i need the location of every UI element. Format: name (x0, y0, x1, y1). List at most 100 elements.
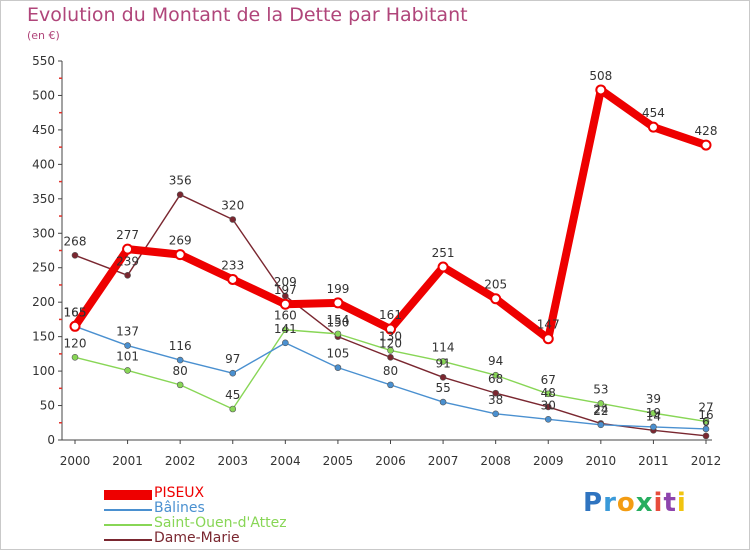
data-point-piseux (174, 249, 186, 261)
data-point-saint-ouen-d-attez (492, 371, 499, 379)
data-point-dame-marie (439, 373, 447, 381)
data-label-dame-marie: 150 (326, 316, 349, 330)
data-label-piseux: 233 (221, 258, 244, 272)
y-tick-label: 250 (32, 261, 55, 275)
data-label-dame-marie: 268 (64, 234, 87, 248)
data-point-piseux (700, 139, 712, 151)
data-label-saint-ouen-d-attez: 120 (64, 336, 87, 350)
x-tick-label: 2006 (375, 454, 406, 468)
data-point-saint-ouen-d-attez (387, 347, 394, 354)
data-point-balines (124, 342, 131, 349)
y-tick-label: 300 (32, 226, 55, 240)
data-label-balines: 19 (646, 406, 661, 420)
data-label-saint-ouen-d-attez: 27 (698, 400, 713, 414)
data-point-saint-ouen-d-attez (71, 354, 79, 361)
logo-letter: P (583, 488, 604, 518)
logo-letter: o (616, 488, 636, 518)
data-point-piseux (437, 261, 449, 273)
data-point-dame-marie (702, 432, 710, 440)
chart-title: Evolution du Montant de la Dette par Hab… (27, 4, 468, 26)
x-tick-label: 2001 (112, 454, 143, 468)
data-label-piseux: 147 (537, 318, 560, 332)
data-label-piseux: 161 (379, 308, 402, 322)
legend-swatch-saint-ouen (104, 524, 152, 526)
data-point-dame-marie (492, 389, 499, 397)
data-point-dame-marie (544, 403, 552, 411)
series-line-piseux (71, 85, 710, 343)
data-label-dame-marie: 91 (435, 356, 450, 370)
y-tick-label: 100 (32, 364, 55, 378)
y-tick-label: 50 (40, 399, 55, 413)
data-label-balines: 30 (541, 398, 556, 412)
data-label-balines: 38 (488, 393, 503, 407)
legend-swatch-dame-marie (104, 539, 152, 541)
data-label-balines: 97 (225, 352, 240, 366)
data-point-saint-ouen-d-attez (650, 409, 657, 417)
data-label-balines: 137 (116, 325, 139, 339)
data-point-piseux (69, 320, 81, 332)
x-tick-label: 2003 (217, 454, 248, 468)
data-label-saint-ouen-d-attez: 114 (432, 340, 455, 354)
data-label-dame-marie: 68 (488, 372, 503, 386)
legend-swatch-balines (104, 509, 152, 511)
data-point-saint-ouen-d-attez (282, 326, 289, 334)
data-label-saint-ouen-d-attez: 45 (225, 388, 240, 402)
data-point-piseux (122, 243, 134, 255)
data-label-balines: 141 (274, 322, 297, 336)
data-label-saint-ouen-d-attez: 80 (173, 364, 188, 378)
data-point-piseux (595, 84, 607, 96)
data-label-balines: 116 (169, 339, 192, 353)
data-label-piseux: 269 (169, 234, 192, 248)
data-point-saint-ouen-d-attez (334, 330, 342, 338)
logo-letter: i (653, 488, 664, 518)
data-label-balines: 22 (593, 404, 608, 418)
data-point-balines (176, 356, 184, 364)
data-label-dame-marie: 14 (646, 409, 661, 423)
x-tick-label: 2008 (480, 454, 511, 468)
data-point-balines (387, 381, 394, 389)
legend-label-dame-marie: Dame-Marie (154, 530, 240, 546)
axes: 0 50 100 150 200 250 300 350 400 450 500 550 2000 200… (32, 54, 721, 468)
logo-letter: i (676, 488, 687, 518)
data-label-piseux: 205 (484, 278, 507, 292)
legend-label-balines: Bâlines (154, 500, 205, 516)
data-point-piseux (385, 323, 396, 335)
data-point-dame-marie (229, 216, 237, 223)
data-label-balines: 55 (435, 381, 450, 395)
data-label-dame-marie: 6 (702, 415, 710, 429)
data-label-dame-marie: 356 (169, 174, 192, 188)
data-label-dame-marie: 24 (593, 402, 608, 416)
x-tick-label: 2012 (691, 454, 722, 468)
data-point-dame-marie (124, 272, 131, 279)
legend-swatch-piseux (104, 490, 152, 500)
data-point-piseux (279, 298, 291, 310)
data-point-balines (650, 423, 657, 431)
data-point-saint-ouen-d-attez (702, 418, 710, 425)
data-label-piseux: 199 (326, 282, 349, 296)
data-label-saint-ouen-d-attez: 94 (488, 354, 503, 368)
data-point-piseux (490, 293, 502, 305)
data-label-dame-marie: 48 (541, 386, 556, 400)
data-label-saint-ouen-d-attez: 130 (379, 329, 402, 343)
data-point-balines (492, 410, 499, 418)
logo-letter: t (663, 488, 677, 518)
data-point-saint-ouen-d-attez (544, 390, 552, 398)
data-point-balines (544, 416, 552, 423)
data-point-saint-ouen-d-attez (176, 381, 184, 389)
series-points (69, 84, 712, 440)
data-point-balines (229, 369, 237, 377)
y-tick-label: 500 (32, 88, 55, 102)
x-tick-label: 2009 (533, 454, 564, 468)
data-label-saint-ouen-d-attez: 160 (274, 309, 297, 323)
data-point-balines (334, 364, 342, 371)
data-label-piseux: 251 (432, 246, 455, 260)
data-label-piseux: 197 (274, 283, 297, 297)
data-point-saint-ouen-d-attez (124, 367, 131, 374)
y-tick-label: 350 (32, 192, 55, 206)
data-point-piseux (647, 121, 659, 133)
data-point-saint-ouen-d-attez (229, 405, 237, 413)
data-label-balines: 165 (64, 305, 87, 319)
y-tick-label: 550 (32, 54, 55, 68)
logo-letter: x (635, 488, 654, 518)
